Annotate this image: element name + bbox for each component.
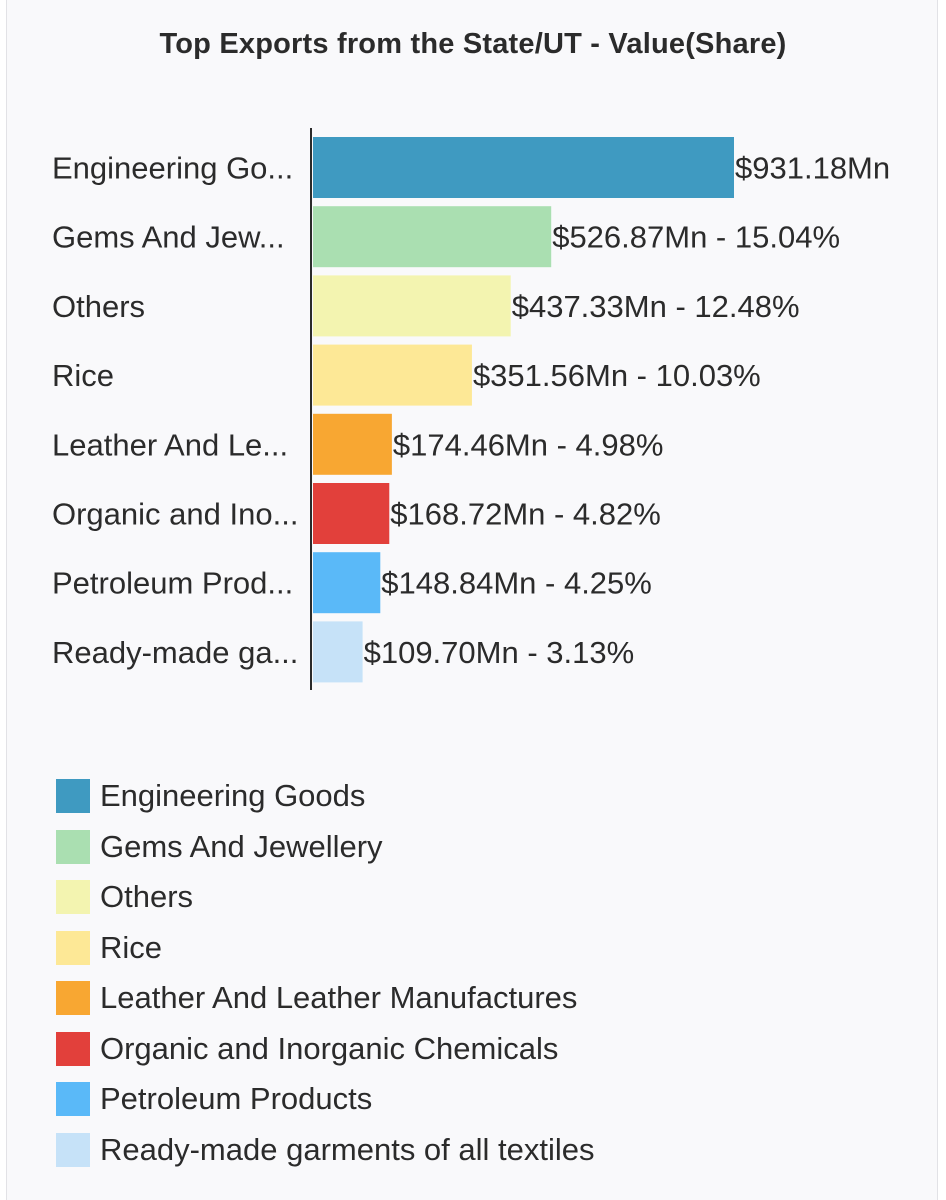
data-label: $174.46Mn - 4.98%: [393, 427, 664, 462]
bar[interactable]: [313, 552, 381, 614]
data-label: $931.18Mn: [735, 151, 890, 186]
y-tick-label: Organic and Ino...: [52, 497, 298, 532]
legend-label: Engineering Goods: [100, 778, 366, 814]
data-label: $526.87Mn - 15.04%: [552, 220, 840, 255]
data-label: $148.84Mn - 4.25%: [381, 566, 652, 601]
legend-swatch: [56, 829, 90, 864]
data-label: $109.70Mn - 3.13%: [364, 635, 635, 670]
legend-swatch: [56, 1132, 90, 1167]
legend-label: Rice: [100, 929, 163, 965]
chart-card: [6, 0, 938, 1200]
legend-item[interactable]: Others: [56, 872, 595, 923]
y-tick-label: Others: [52, 289, 145, 324]
chart-title: Top Exports from the State/UT - Value(Sh…: [159, 28, 787, 60]
legend-item[interactable]: Petroleum Products: [56, 1074, 595, 1125]
chart-legend: Engineering Goods Gems And Jewellery Other…: [56, 771, 595, 1175]
data-label: $437.33Mn - 12.48%: [512, 289, 800, 324]
bar[interactable]: [313, 137, 734, 198]
legend-swatch: [56, 1082, 90, 1117]
bar-chart: Engineering Go... $931.18Mn Gems And Jew..…: [52, 128, 890, 690]
y-tick-label: Engineering Go...: [52, 151, 293, 186]
legend-item[interactable]: Leather And Leather Manufactures: [56, 973, 595, 1024]
bar[interactable]: [313, 344, 472, 406]
data-label: $168.72Mn - 4.82%: [390, 497, 661, 532]
legend-label: Petroleum Products: [100, 1081, 373, 1117]
bar[interactable]: [313, 483, 390, 544]
legend-item[interactable]: Engineering Goods: [56, 771, 595, 822]
legend-label: Ready-made garments of all textiles: [100, 1131, 595, 1167]
y-tick-label: Leather And Le...: [52, 427, 288, 462]
y-tick-label: Gems And Jew...: [52, 220, 285, 255]
bar[interactable]: [313, 206, 552, 268]
bar[interactable]: [313, 275, 511, 337]
legend-label: Organic and Inorganic Chemicals: [100, 1030, 559, 1066]
legend-swatch: [56, 779, 90, 814]
bar[interactable]: [313, 413, 392, 475]
legend-item[interactable]: Organic and Inorganic Chemicals: [56, 1024, 595, 1075]
y-tick-label: Petroleum Prod...: [52, 566, 293, 601]
legend-item[interactable]: Gems And Jewellery: [56, 822, 595, 873]
legend-item[interactable]: Ready-made garments of all textiles: [56, 1125, 595, 1176]
bar[interactable]: [313, 621, 363, 683]
y-tick-label: Rice: [52, 358, 114, 393]
legend-label: Leather And Leather Manufactures: [100, 980, 578, 1016]
legend-item[interactable]: Rice: [56, 923, 595, 974]
legend-swatch: [56, 930, 90, 965]
legend-swatch: [56, 981, 90, 1016]
legend-swatch: [56, 880, 90, 915]
legend-swatch: [56, 1031, 90, 1066]
legend-label: Gems And Jewellery: [100, 828, 383, 864]
data-label: $351.56Mn - 10.03%: [473, 358, 761, 393]
y-tick-label: Ready-made ga...: [52, 635, 298, 670]
legend-label: Others: [100, 879, 194, 915]
